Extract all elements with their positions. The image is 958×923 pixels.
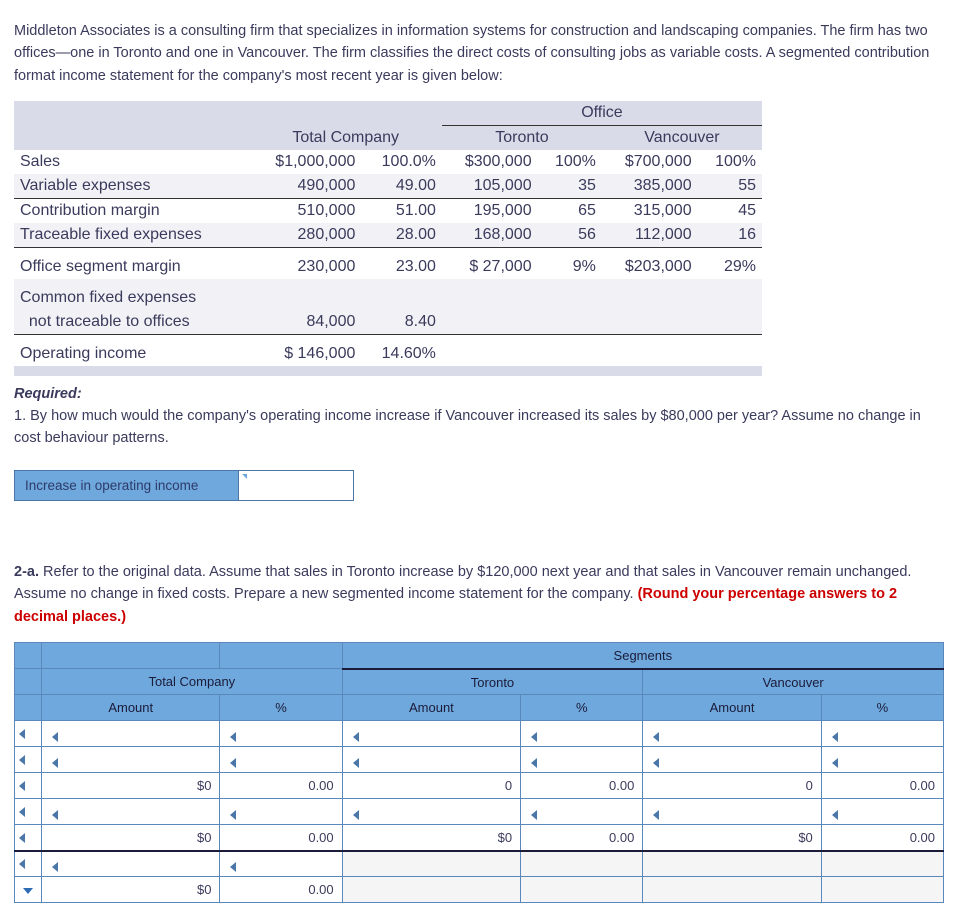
cell-toronto-amount-5[interactable]: $0 <box>342 825 520 851</box>
table-row: Contribution margin 510,000 51.00 195,00… <box>14 199 762 224</box>
row-label-select-6[interactable] <box>15 851 42 877</box>
col-header-toronto: Toronto <box>442 126 602 151</box>
segmented-income-table: Segments Total Company Toronto Vancouver… <box>14 642 944 903</box>
cell-total-pct-3[interactable]: 0.00 <box>220 773 342 799</box>
table-row: Sales $1,000,000 100.0% $300,000 100% $7… <box>14 150 762 174</box>
intro-paragraph: Middleton Associates is a consulting fir… <box>14 20 944 87</box>
required-question-1: 1. By how much would the company's opera… <box>14 406 944 450</box>
part2-prefix: 2-a. <box>14 564 39 580</box>
sub-header-pct-toronto: % <box>521 695 643 721</box>
cell-vancouver-amount-4[interactable] <box>643 799 821 825</box>
group-header-total: Total Company <box>42 669 343 695</box>
cell-total-amount-5[interactable]: $0 <box>42 825 220 851</box>
table-row <box>15 851 944 877</box>
cell-toronto-pct-2[interactable] <box>521 747 643 773</box>
cell-total-pct-6[interactable] <box>220 851 342 877</box>
cell-toronto-amount-4[interactable] <box>342 799 520 825</box>
cell-total-pct-5[interactable]: 0.00 <box>220 825 342 851</box>
office-header: Office <box>442 101 762 126</box>
table-row: $0 0.00 0 0.00 0 0.00 <box>15 773 944 799</box>
cell-vancouver-pct-1[interactable] <box>821 721 943 747</box>
dropdown-arrow-icon <box>19 833 25 843</box>
table-row: $0 0.00 $0 0.00 $0 0.00 <box>15 825 944 851</box>
cell-toronto-pct-4[interactable] <box>521 799 643 825</box>
row-label-select-4[interactable] <box>15 799 42 825</box>
cell-vancouver-amount-2[interactable] <box>643 747 821 773</box>
row-label-select-3[interactable] <box>15 773 42 799</box>
table-row: Variable expenses 490,000 49.00 105,000 … <box>14 174 762 199</box>
cell-total-amount-6[interactable] <box>42 851 220 877</box>
sub-header-amount-total: Amount <box>42 695 220 721</box>
row-label-select-5[interactable] <box>15 825 42 851</box>
cell-toronto-amount-3[interactable]: 0 <box>342 773 520 799</box>
table-row: Operating income $ 146,000 14.60% <box>14 335 762 367</box>
dropdown-arrow-icon <box>19 729 25 739</box>
table-row <box>15 747 944 773</box>
row-label-select-1[interactable] <box>15 721 42 747</box>
cell-toronto-pct-5[interactable]: 0.00 <box>521 825 643 851</box>
dropdown-arrow-icon <box>19 781 25 791</box>
group-header-toronto: Toronto <box>342 669 643 695</box>
group-header-vancouver: Vancouver <box>643 669 944 695</box>
sub-header-pct-vancouver: % <box>821 695 943 721</box>
cell-total-amount-7[interactable]: $0 <box>42 877 220 903</box>
answer-label: Increase in operating income <box>14 470 239 501</box>
cell-total-amount-2[interactable] <box>42 747 220 773</box>
table-row: Traceable fixed expenses 280,000 28.00 1… <box>14 223 762 248</box>
table-row: not traceable to offices 84,000 8.40 <box>14 310 762 335</box>
cell-vancouver-pct-4[interactable] <box>821 799 943 825</box>
dropdown-arrow-icon <box>19 755 25 765</box>
cell-total-amount-3[interactable]: $0 <box>42 773 220 799</box>
segments-header: Segments <box>342 643 943 669</box>
dropdown-arrow-icon <box>19 807 25 817</box>
cell-vancouver-pct-2[interactable] <box>821 747 943 773</box>
cell-toronto-pct-1[interactable] <box>521 721 643 747</box>
sub-header-amount-vancouver: Amount <box>643 695 821 721</box>
cell-total-pct-1[interactable] <box>220 721 342 747</box>
cell-vancouver-amount-3[interactable]: 0 <box>643 773 821 799</box>
table-row: Common fixed expenses <box>14 279 762 310</box>
table-row <box>15 799 944 825</box>
cell-total-amount-1[interactable] <box>42 721 220 747</box>
col-header-total: Total Company <box>249 126 441 151</box>
cell-total-pct-2[interactable] <box>220 747 342 773</box>
cell-total-pct-7[interactable]: 0.00 <box>220 877 342 903</box>
sub-header-pct-total: % <box>220 695 342 721</box>
cell-vancouver-pct-5[interactable]: 0.00 <box>821 825 943 851</box>
cell-total-pct-4[interactable] <box>220 799 342 825</box>
table-row: $0 0.00 <box>15 877 944 903</box>
cell-vancouver-amount-5[interactable]: $0 <box>643 825 821 851</box>
answer-input[interactable] <box>239 470 354 501</box>
cell-toronto-amount-1[interactable] <box>342 721 520 747</box>
table-row: Office segment margin 230,000 23.00 $ 27… <box>14 248 762 280</box>
row-label-dropdown-7[interactable] <box>15 877 42 903</box>
cell-toronto-pct-3[interactable]: 0.00 <box>521 773 643 799</box>
income-statement-table: Office Total Company Toronto Vancouver S… <box>14 101 762 376</box>
dropdown-arrow-icon <box>19 859 25 869</box>
row-label-select-2[interactable] <box>15 747 42 773</box>
cell-vancouver-amount-1[interactable] <box>643 721 821 747</box>
cell-total-amount-4[interactable] <box>42 799 220 825</box>
table-row <box>15 721 944 747</box>
cell-vancouver-pct-3[interactable]: 0.00 <box>821 773 943 799</box>
col-header-vancouver: Vancouver <box>602 126 762 151</box>
required-title: Required: <box>14 386 944 402</box>
cell-toronto-amount-2[interactable] <box>342 747 520 773</box>
chevron-down-icon <box>23 888 33 894</box>
sub-header-amount-toronto: Amount <box>342 695 520 721</box>
increase-operating-income-field: Increase in operating income <box>14 470 354 501</box>
